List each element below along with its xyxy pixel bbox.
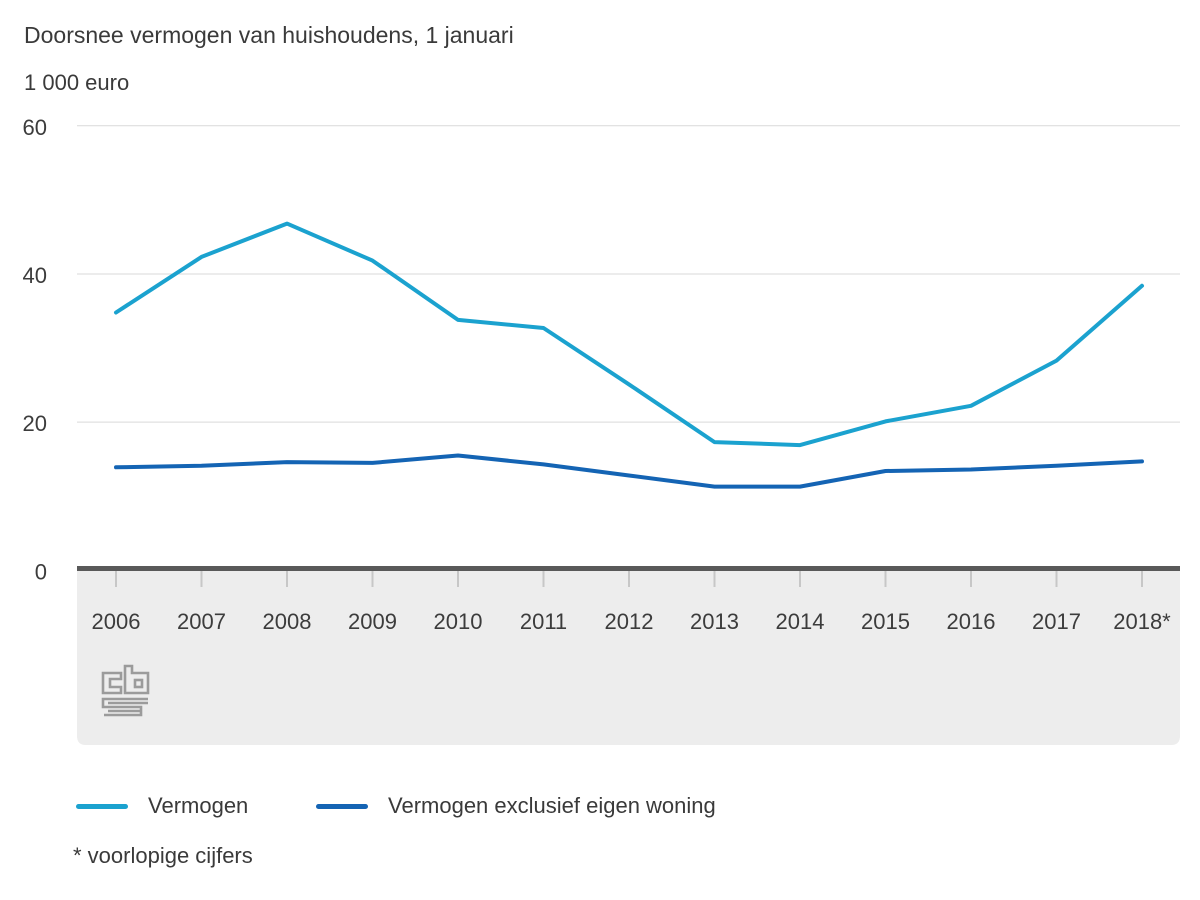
x-tick-label-2013: 2013	[690, 609, 739, 634]
x-tick-label-2006: 2006	[92, 609, 141, 634]
x-tick-label-2016: 2016	[947, 609, 996, 634]
x-tick-label-2009: 2009	[348, 609, 397, 634]
legend-label-vermogen: Vermogen	[148, 793, 249, 818]
y-tick-label-40: 40	[23, 263, 47, 288]
legend-label-vermogen-exclusief: Vermogen exclusief eigen woning	[388, 793, 716, 818]
y-tick-label-0: 0	[35, 559, 47, 584]
footnote-voorlopige-cijfers: * voorlopige cijfers	[73, 843, 253, 868]
y-tick-label-20: 20	[23, 411, 47, 436]
x-axis-zero-line	[77, 566, 1180, 571]
cbs-logo-b-hole	[133, 678, 144, 689]
chart-title: Doorsnee vermogen van huishoudens, 1 jan…	[24, 22, 514, 48]
series-line-vermogen-exclusief-eigen-woning[interactable]	[114, 453, 1144, 489]
chart-unit-label: 1 000 euro	[24, 70, 130, 95]
x-tick-label-2010: 2010	[434, 609, 483, 634]
legend-swatch-vermogen	[76, 803, 128, 809]
x-axis-band	[77, 571, 1180, 745]
x-tick-label-2011: 2011	[520, 609, 567, 634]
x-tick-label-2017: 2017	[1032, 609, 1081, 634]
x-tick-label-2008: 2008	[263, 609, 312, 634]
x-tick-label-2015: 2015	[861, 609, 910, 634]
cbs-logo-s-inner	[108, 701, 148, 713]
x-tick-label-2018*: 2018*	[1113, 609, 1171, 634]
legend-item-vermogen[interactable]: Vermogen	[76, 793, 248, 819]
cbs-logo-c	[101, 671, 123, 695]
x-tick-label-2007: 2007	[177, 609, 226, 634]
cbs-logo-b	[123, 664, 150, 695]
y-tick-label-60: 60	[23, 115, 47, 140]
x-tick-label-2014: 2014	[776, 609, 825, 634]
cbs-logo-s	[101, 697, 148, 717]
series-line-vermogen[interactable]	[114, 221, 1144, 448]
legend-swatch-vermogen-exclusief	[316, 803, 368, 809]
legend-item-vermogen-exclusief[interactable]: Vermogen exclusief eigen woning	[316, 793, 716, 819]
cbs-logo	[101, 664, 150, 717]
x-tick-label-2012: 2012	[605, 609, 654, 634]
